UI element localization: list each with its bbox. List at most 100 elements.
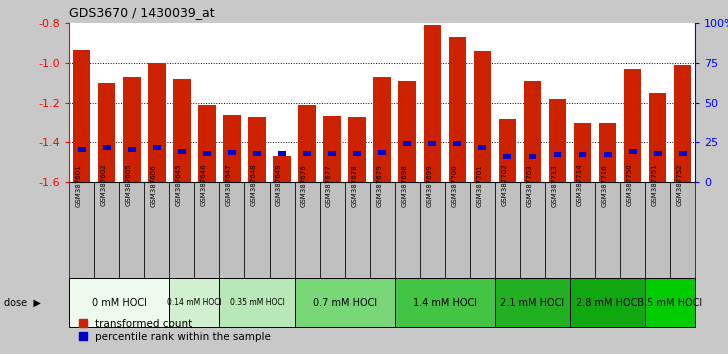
Text: GDS3670 / 1430039_at: GDS3670 / 1430039_at — [69, 6, 215, 19]
FancyBboxPatch shape — [170, 182, 194, 278]
FancyBboxPatch shape — [219, 182, 245, 278]
Bar — [73, 50, 90, 182]
FancyBboxPatch shape — [620, 182, 645, 278]
Bar — [123, 77, 141, 182]
FancyBboxPatch shape — [370, 182, 395, 278]
FancyBboxPatch shape — [69, 278, 170, 327]
FancyBboxPatch shape — [570, 182, 595, 278]
Text: GSM387646: GSM387646 — [201, 164, 207, 206]
FancyBboxPatch shape — [420, 182, 445, 278]
Bar — [474, 51, 491, 182]
Bar — [178, 149, 186, 154]
Bar — [228, 150, 236, 155]
Bar — [424, 25, 441, 182]
Bar — [448, 37, 466, 182]
FancyBboxPatch shape — [395, 182, 420, 278]
Bar — [599, 122, 617, 182]
Bar — [649, 93, 666, 182]
FancyBboxPatch shape — [545, 182, 570, 278]
Bar — [323, 116, 341, 182]
FancyBboxPatch shape — [495, 278, 570, 327]
FancyBboxPatch shape — [320, 182, 344, 278]
Text: GSM387606: GSM387606 — [151, 164, 157, 206]
Text: GSM387716: GSM387716 — [601, 164, 608, 206]
Text: 0 mM HOCl: 0 mM HOCl — [92, 298, 146, 308]
Text: GSM387679: GSM387679 — [376, 164, 382, 206]
FancyBboxPatch shape — [295, 182, 320, 278]
Text: GSM387751: GSM387751 — [652, 164, 657, 206]
Text: 1.4 mM HOCl: 1.4 mM HOCl — [413, 298, 477, 308]
Text: GSM387698: GSM387698 — [401, 164, 407, 206]
Bar — [504, 154, 511, 159]
FancyBboxPatch shape — [645, 278, 695, 327]
Text: GSM387701: GSM387701 — [476, 164, 483, 206]
Bar — [478, 145, 486, 150]
Bar — [278, 151, 286, 156]
Bar — [553, 152, 561, 156]
FancyBboxPatch shape — [595, 182, 620, 278]
Bar — [248, 116, 266, 182]
Bar — [499, 119, 516, 182]
Text: 3.5 mM HOCl: 3.5 mM HOCl — [638, 298, 703, 308]
Bar — [678, 151, 687, 156]
FancyBboxPatch shape — [645, 182, 670, 278]
Text: GSM387677: GSM387677 — [326, 164, 332, 206]
Bar — [428, 141, 436, 146]
Text: GSM387752: GSM387752 — [677, 164, 683, 206]
Bar — [574, 122, 591, 182]
FancyBboxPatch shape — [119, 182, 144, 278]
Bar — [629, 149, 636, 154]
Bar — [273, 156, 290, 182]
Bar — [654, 151, 662, 156]
FancyBboxPatch shape — [94, 182, 119, 278]
Bar — [98, 83, 116, 182]
Text: GSM387647: GSM387647 — [226, 164, 232, 206]
Text: GSM387700: GSM387700 — [451, 164, 457, 206]
Bar — [529, 154, 537, 159]
Text: 0.7 mM HOCl: 0.7 mM HOCl — [312, 298, 376, 308]
Text: 2.1 mM HOCl: 2.1 mM HOCl — [500, 298, 564, 308]
Text: dose  ▶: dose ▶ — [4, 298, 41, 308]
Bar — [398, 81, 416, 182]
FancyBboxPatch shape — [245, 182, 269, 278]
Text: GSM387702: GSM387702 — [502, 164, 507, 206]
Bar — [203, 151, 211, 156]
Bar — [103, 145, 111, 150]
Text: GSM387714: GSM387714 — [577, 164, 582, 206]
Text: GSM387601: GSM387601 — [76, 164, 82, 206]
Text: 2.8 mM HOCl: 2.8 mM HOCl — [576, 298, 640, 308]
Text: GSM387750: GSM387750 — [627, 164, 633, 206]
Bar — [604, 152, 612, 156]
Bar — [303, 151, 311, 156]
FancyBboxPatch shape — [295, 278, 395, 327]
FancyBboxPatch shape — [395, 278, 495, 327]
FancyBboxPatch shape — [69, 182, 94, 278]
FancyBboxPatch shape — [344, 182, 370, 278]
Bar — [223, 115, 241, 182]
Bar — [253, 151, 261, 156]
Bar — [379, 150, 386, 155]
Text: GSM387703: GSM387703 — [526, 164, 532, 206]
FancyBboxPatch shape — [570, 278, 645, 327]
Bar — [328, 151, 336, 156]
Bar — [349, 116, 366, 182]
Text: GSM387602: GSM387602 — [100, 164, 107, 206]
Bar — [674, 65, 692, 182]
FancyBboxPatch shape — [670, 182, 695, 278]
FancyBboxPatch shape — [170, 278, 219, 327]
FancyBboxPatch shape — [445, 182, 470, 278]
Text: GSM387699: GSM387699 — [427, 164, 432, 206]
Text: 0.14 mM HOCl: 0.14 mM HOCl — [167, 298, 222, 307]
Text: GSM387713: GSM387713 — [552, 164, 558, 206]
FancyBboxPatch shape — [144, 182, 170, 278]
Bar — [454, 141, 462, 146]
Bar — [353, 151, 361, 156]
Bar — [579, 152, 587, 156]
Bar — [549, 99, 566, 182]
Bar — [624, 69, 641, 182]
Legend: transformed count, percentile rank within the sample: transformed count, percentile rank withi… — [74, 315, 275, 346]
Text: GSM387676: GSM387676 — [301, 164, 307, 206]
Bar — [153, 145, 161, 150]
Text: 0.35 mM HOCl: 0.35 mM HOCl — [229, 298, 285, 307]
FancyBboxPatch shape — [470, 182, 495, 278]
